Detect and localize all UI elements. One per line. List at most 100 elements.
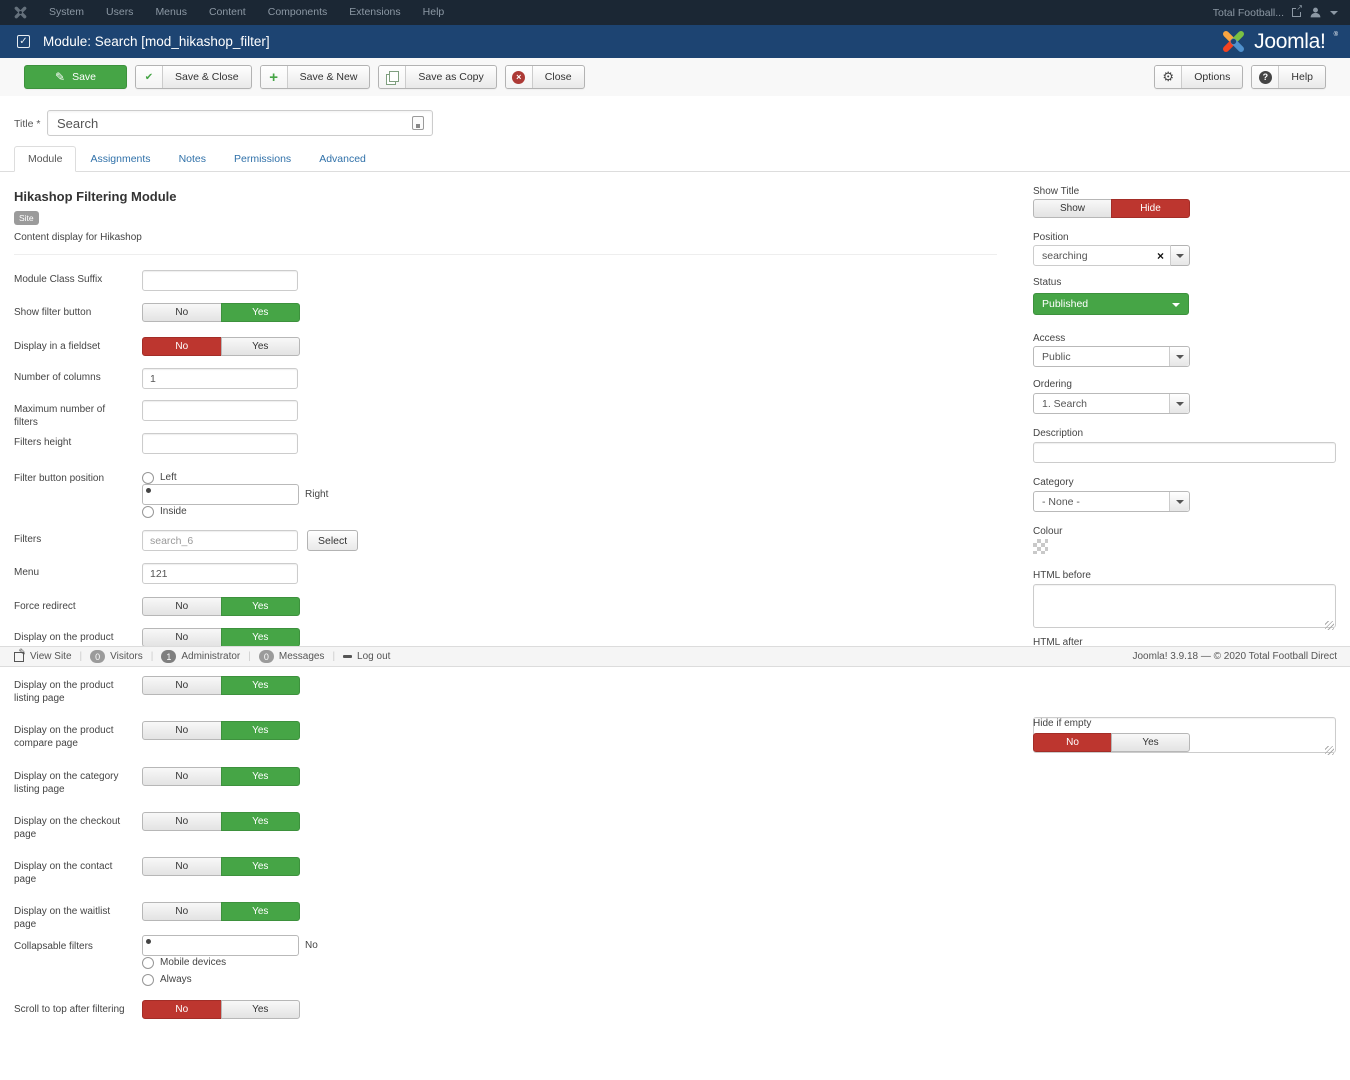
access-select[interactable]: Public (1033, 346, 1190, 367)
title-input[interactable] (47, 110, 433, 136)
toggle-no[interactable]: No (142, 303, 222, 322)
logout-link[interactable]: Log out (343, 651, 390, 662)
toggle-yes[interactable]: Yes (220, 628, 300, 647)
toggle-hide[interactable]: Hide (1111, 199, 1190, 218)
status-label: Status (1033, 277, 1062, 288)
access-dropdown-button[interactable] (1169, 347, 1189, 366)
menu-extensions[interactable]: Extensions (349, 6, 401, 18)
radio-mobile-devices[interactable] (142, 956, 154, 969)
position-label: Position (1033, 232, 1069, 243)
toggle-no[interactable]: No (142, 337, 222, 356)
toggle-no[interactable]: No (142, 812, 222, 831)
toggle-no[interactable]: No (142, 767, 222, 786)
chevron-down-icon (1175, 354, 1184, 359)
radio-left[interactable] (142, 471, 154, 484)
user-icon[interactable] (1309, 6, 1322, 19)
max-filters-input[interactable] (142, 400, 298, 421)
radio-always[interactable] (142, 973, 154, 986)
toggle-yes[interactable]: Yes (220, 857, 300, 876)
status-value: Published (1042, 298, 1089, 310)
html-before-textarea[interactable] (1033, 584, 1336, 628)
toggle-no[interactable]: No (142, 1000, 222, 1019)
help-label: Help (1291, 71, 1313, 83)
toggle-no[interactable]: No (1033, 733, 1112, 752)
plus-icon (269, 70, 278, 85)
filters-input[interactable] (142, 530, 298, 551)
field-label: Menu (14, 567, 40, 578)
save-as-copy-button[interactable]: Save as Copy (378, 65, 497, 89)
toggle-yes[interactable]: Yes (220, 902, 300, 921)
filters-height-input[interactable] (142, 433, 298, 454)
ordering-dropdown-button[interactable] (1169, 394, 1189, 413)
resize-grip-icon[interactable] (1325, 746, 1334, 755)
toggle-yes[interactable]: Yes (220, 812, 300, 831)
radio-right[interactable] (142, 484, 299, 505)
display-product-toggle: No Yes (142, 628, 300, 647)
filters-select-button[interactable]: Select (307, 530, 359, 551)
toggle-no[interactable]: No (142, 902, 222, 921)
module-class-suffix-input[interactable] (142, 270, 298, 291)
field-label: Display on the product (14, 632, 114, 643)
category-dropdown-button[interactable] (1169, 492, 1189, 511)
tab-module[interactable]: Module (14, 146, 77, 172)
display-in-fieldset-toggle: No Yes (142, 337, 300, 356)
description-input[interactable] (1033, 442, 1336, 463)
radio-inside[interactable] (142, 505, 154, 518)
toggle-no[interactable]: No (142, 857, 222, 876)
tab-bar: Module Assignments Notes Permissions Adv… (0, 146, 1350, 172)
field-label: Display on the category listing page (14, 771, 119, 795)
view-site-link[interactable]: View Site (14, 647, 72, 662)
field-label: Scroll to top after filtering (14, 1004, 125, 1015)
options-button[interactable]: Options (1154, 65, 1244, 89)
save-close-button[interactable]: Save & Close (135, 65, 252, 89)
save-button[interactable]: Save (24, 65, 127, 89)
colour-picker-swatch[interactable] (1033, 539, 1048, 554)
position-dropdown-button[interactable] (1171, 245, 1190, 266)
menu-help[interactable]: Help (422, 6, 445, 18)
position-combobox[interactable]: searching × (1033, 245, 1190, 266)
toggle-yes[interactable]: Yes (220, 303, 300, 322)
menu-system[interactable]: System (49, 6, 85, 18)
toggle-yes[interactable]: Yes (220, 721, 300, 740)
save-new-button[interactable]: Save & New (259, 65, 371, 89)
menu-input[interactable] (142, 563, 298, 584)
toggle-yes[interactable]: Yes (1111, 733, 1190, 752)
menu-users[interactable]: Users (106, 6, 134, 18)
force-redirect-toggle: No Yes (142, 597, 300, 616)
toggle-no[interactable]: No (142, 676, 222, 695)
toggle-no[interactable]: No (142, 628, 222, 647)
toggle-no[interactable]: No (142, 597, 222, 616)
resize-grip-icon[interactable] (1325, 621, 1334, 630)
messages-link[interactable]: 0 Messages (258, 650, 324, 663)
tab-assignments[interactable]: Assignments (90, 153, 151, 165)
ordering-select[interactable]: 1. Search (1033, 393, 1190, 414)
toggle-no[interactable]: No (142, 721, 222, 740)
tab-notes[interactable]: Notes (178, 153, 206, 165)
module-heading: Hikashop Filtering Module (14, 189, 177, 204)
radio-no[interactable] (142, 935, 299, 956)
toggle-yes[interactable]: Yes (220, 337, 300, 356)
toggle-yes[interactable]: Yes (220, 597, 300, 616)
site-name-link[interactable]: Total Football... (1212, 6, 1284, 19)
menu-menus[interactable]: Menus (155, 6, 187, 18)
category-select[interactable]: - None - (1033, 491, 1190, 512)
toggle-yes[interactable]: Yes (220, 767, 300, 786)
close-button[interactable]: Close (504, 65, 585, 89)
menu-content[interactable]: Content (208, 6, 246, 18)
number-of-columns-input[interactable] (142, 368, 298, 389)
clear-icon[interactable]: × (1156, 248, 1164, 263)
menu-components[interactable]: Components (267, 6, 328, 18)
field-label: Display in a fieldset (14, 341, 101, 352)
toggle-yes[interactable]: Yes (220, 676, 300, 695)
toggle-yes[interactable]: Yes (220, 1000, 300, 1019)
administrator-link[interactable]: 1 Administrator (161, 650, 240, 663)
toggle-show[interactable]: Show (1033, 199, 1112, 218)
status-select[interactable]: Published (1033, 293, 1189, 315)
display-product-listing-toggle: No Yes (142, 676, 300, 695)
messages-count-badge: 0 (258, 650, 274, 663)
visitors-link[interactable]: 0 Visitors (90, 650, 143, 663)
tab-permissions[interactable]: Permissions (234, 153, 292, 165)
tab-advanced[interactable]: Advanced (319, 153, 366, 165)
help-button[interactable]: Help (1251, 65, 1326, 89)
user-menu-caret-icon[interactable] (1330, 10, 1338, 15)
